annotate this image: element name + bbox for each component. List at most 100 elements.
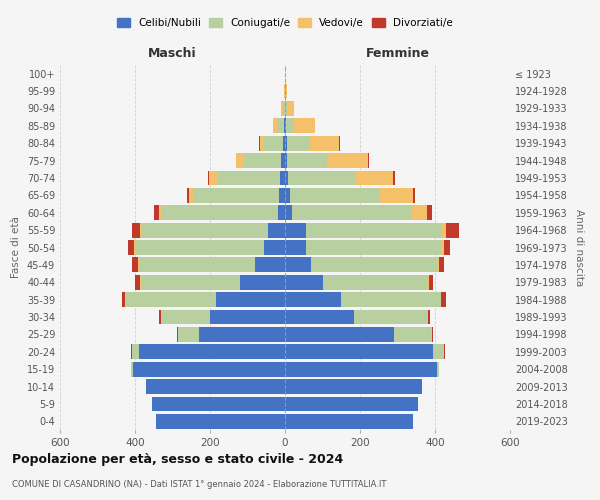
Bar: [281, 101, 283, 116]
Bar: [131, 362, 133, 376]
Bar: [140, 222, 268, 238]
Bar: [135, 240, 265, 255]
Bar: [355, 170, 393, 186]
Text: COMUNE DI CASANDRINO (NA) - Dati ISTAT 1° gennaio 2024 - Elaborazione TUTTITALIA: COMUNE DI CASANDRINO (NA) - Dati ISTAT 1…: [12, 480, 386, 489]
Bar: [235, 153, 236, 168]
Bar: [413, 188, 415, 202]
Bar: [274, 118, 277, 133]
Bar: [128, 240, 134, 255]
Bar: [285, 327, 394, 342]
Bar: [136, 275, 140, 289]
Bar: [255, 258, 285, 272]
Text: Femmine: Femmine: [365, 47, 430, 60]
Bar: [265, 240, 285, 255]
Bar: [244, 153, 281, 168]
Bar: [285, 310, 355, 324]
Bar: [440, 222, 446, 238]
Legend: Celibi/Nubili, Coniugati/e, Vedovi/e, Divorziati/e: Celibi/Nubili, Coniugati/e, Vedovi/e, Di…: [113, 14, 457, 32]
Bar: [187, 188, 189, 202]
Bar: [152, 396, 285, 411]
Bar: [427, 275, 429, 289]
Bar: [286, 101, 287, 116]
Bar: [394, 327, 431, 342]
Bar: [285, 275, 323, 289]
Bar: [339, 136, 340, 150]
Bar: [437, 362, 439, 376]
Bar: [236, 153, 244, 168]
Bar: [288, 170, 355, 186]
Y-axis label: Anni di nascita: Anni di nascita: [574, 209, 584, 286]
Bar: [287, 101, 294, 116]
Bar: [380, 188, 413, 202]
Bar: [189, 188, 193, 202]
Bar: [292, 206, 412, 220]
Bar: [431, 327, 433, 342]
Bar: [285, 136, 287, 150]
Bar: [442, 292, 446, 307]
Bar: [138, 258, 139, 272]
Bar: [446, 222, 460, 238]
Bar: [285, 188, 290, 202]
Bar: [281, 153, 285, 168]
Bar: [283, 101, 284, 116]
Bar: [341, 292, 440, 307]
Bar: [265, 136, 283, 150]
Bar: [393, 170, 395, 186]
Bar: [193, 188, 279, 202]
Bar: [285, 222, 305, 238]
Bar: [154, 206, 160, 220]
Bar: [140, 275, 240, 289]
Bar: [285, 258, 311, 272]
Bar: [285, 292, 341, 307]
Bar: [280, 170, 285, 186]
Bar: [240, 275, 285, 289]
Bar: [305, 222, 440, 238]
Bar: [285, 396, 418, 411]
Bar: [439, 258, 445, 272]
Bar: [177, 327, 178, 342]
Bar: [283, 136, 285, 150]
Bar: [443, 240, 451, 255]
Bar: [260, 136, 265, 150]
Bar: [133, 258, 138, 272]
Text: Maschi: Maschi: [148, 47, 197, 60]
Bar: [209, 170, 218, 186]
Bar: [326, 153, 368, 168]
Bar: [294, 118, 314, 133]
Bar: [285, 84, 286, 98]
Bar: [125, 292, 215, 307]
Bar: [285, 170, 288, 186]
Bar: [440, 240, 443, 255]
Bar: [323, 275, 427, 289]
Bar: [134, 240, 135, 255]
Bar: [440, 292, 442, 307]
Bar: [284, 118, 285, 133]
Bar: [285, 240, 305, 255]
Bar: [132, 344, 139, 359]
Bar: [437, 258, 439, 272]
Bar: [210, 310, 285, 324]
Bar: [286, 118, 294, 133]
Bar: [285, 153, 287, 168]
Bar: [279, 188, 285, 202]
Bar: [287, 136, 309, 150]
Bar: [309, 136, 339, 150]
Text: Popolazione per età, sesso e stato civile - 2024: Popolazione per età, sesso e stato civil…: [12, 452, 343, 466]
Bar: [208, 170, 209, 186]
Bar: [444, 344, 445, 359]
Bar: [286, 84, 287, 98]
Bar: [199, 327, 285, 342]
Bar: [161, 310, 210, 324]
Bar: [285, 344, 433, 359]
Bar: [160, 206, 161, 220]
Bar: [139, 258, 255, 272]
Bar: [121, 292, 125, 307]
Bar: [218, 170, 280, 186]
Bar: [159, 310, 161, 324]
Bar: [277, 206, 285, 220]
Y-axis label: Fasce di età: Fasce di età: [11, 216, 21, 278]
Bar: [277, 118, 284, 133]
Bar: [305, 240, 440, 255]
Bar: [155, 414, 285, 428]
Bar: [285, 118, 286, 133]
